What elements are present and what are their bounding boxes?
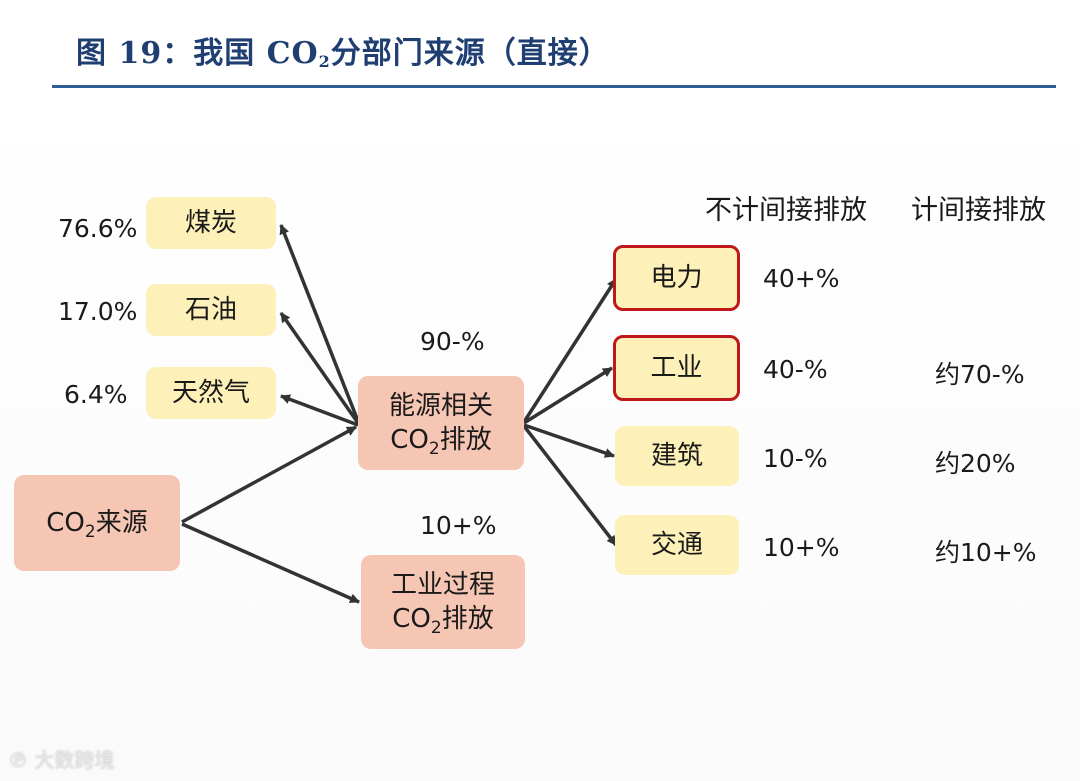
process-share: 10+% (420, 511, 497, 540)
arrow-energy-to-transport (522, 424, 618, 547)
page-title: 图 19：我国 CO2分部门来源（直接） (76, 36, 610, 71)
header-with-indirect: 计间接排放 (911, 195, 1046, 226)
arrow-energy-to-building (523, 423, 615, 458)
sector-power-direct: 40+% (763, 264, 840, 293)
energy-co2-box: 能源相关 CO2排放 (358, 376, 524, 470)
gas-box: 天然气 (146, 367, 276, 419)
sector-transport-direct: 10+% (763, 533, 840, 562)
sector-building-direct: 10-% (763, 444, 828, 473)
arrow-energy-to-power (522, 278, 618, 423)
sector-industry-box: 工业 (613, 335, 740, 401)
watermark-logo-icon: ℗ (8, 748, 28, 772)
sector-transport-box: 交通 (615, 515, 739, 575)
sector-industry-indirect: 约70-% (935, 360, 1025, 389)
arrow-energy-to-gas (280, 394, 359, 427)
arrow-root-to-process (181, 522, 360, 604)
energy-share: 90-% (420, 327, 485, 356)
watermark: ℗ 大数跨境 (8, 748, 115, 772)
sector-industry-direct: 40-% (763, 355, 828, 384)
arrow-energy-to-coal (279, 224, 360, 422)
coal-box: 煤炭 (146, 197, 276, 249)
header-without-indirect: 不计间接排放 (705, 195, 867, 226)
sector-building-box: 建筑 (615, 426, 739, 486)
arrow-energy-to-industry (523, 366, 613, 425)
coal-share: 76.6% (58, 214, 138, 243)
title-divider (52, 85, 1056, 88)
sector-power-box: 电力 (613, 245, 740, 311)
arrow-energy-to-oil (279, 311, 360, 425)
gas-share: 6.4% (64, 380, 128, 409)
process-co2-box: 工业过程 CO2排放 (361, 555, 525, 649)
oil-box: 石油 (146, 284, 276, 336)
sector-transport-indirect: 约10+% (935, 538, 1037, 567)
co2-source-box: CO2来源 (14, 475, 180, 571)
oil-share: 17.0% (58, 297, 138, 326)
sector-building-indirect: 约20% (935, 449, 1016, 478)
arrow-root-to-energy (181, 425, 357, 524)
